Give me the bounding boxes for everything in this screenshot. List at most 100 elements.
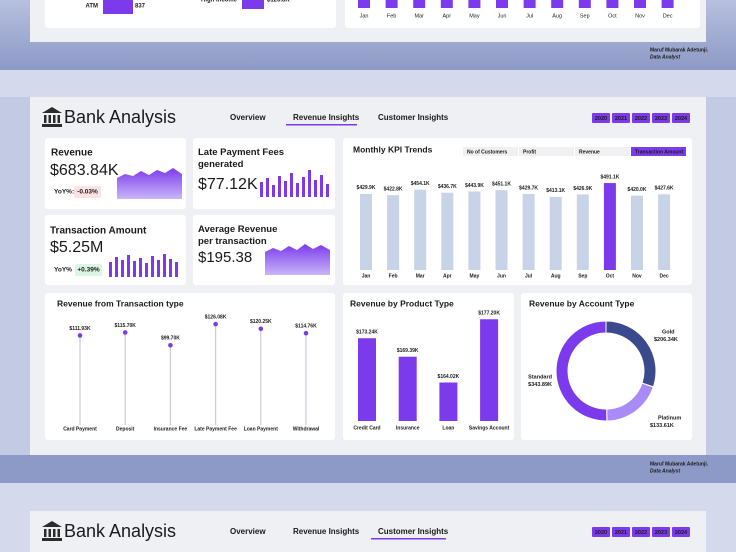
bar	[440, 0, 453, 8]
row-label: ATM	[85, 4, 98, 10]
nav-tab[interactable]: Overview	[230, 527, 266, 536]
x-tick-label: Jul	[525, 273, 533, 279]
x-tick-label: Credit Card	[353, 425, 380, 431]
dot	[77, 333, 83, 338]
month-label: Jan	[360, 13, 369, 19]
x-tick-label: Insurance Fee	[154, 426, 188, 432]
month-label: Aug	[552, 13, 562, 19]
year-label: 2024	[675, 116, 688, 122]
year-button[interactable]	[632, 527, 650, 537]
icon-base	[42, 124, 62, 127]
data-label: $206.34K	[654, 337, 678, 343]
badge	[74, 186, 101, 198]
year-button[interactable]	[612, 113, 630, 123]
donut-segment	[555, 320, 608, 422]
bar	[496, 0, 508, 8]
bar	[439, 382, 458, 421]
data-label: $99.70K	[161, 336, 180, 342]
data-label: $169.39K	[397, 348, 419, 354]
kpi-title: Transaction Amount	[50, 226, 147, 237]
year-label: 2024	[675, 530, 688, 536]
year-label: 2022	[635, 530, 647, 536]
card	[345, 0, 700, 28]
icon-pillar	[44, 115, 47, 123]
icon-pillar	[53, 115, 56, 123]
data-label: $120.25K	[250, 319, 272, 325]
nav-tab[interactable]: Overview	[230, 113, 266, 122]
kpi-title-text: Late Payment Fees generated	[198, 147, 285, 170]
month-label: Nov	[635, 13, 645, 19]
data-label: $491.1K	[600, 174, 619, 180]
icon-pillar	[44, 529, 47, 537]
bar	[631, 195, 643, 270]
card-title: Revenue from Transaction type	[57, 298, 184, 308]
author: Maruf Mubarak Adetunji.	[650, 47, 709, 53]
year-button[interactable]	[672, 113, 690, 123]
bar	[360, 193, 372, 270]
year-label: 2021	[615, 116, 627, 122]
x-tick-label: Jun	[497, 273, 506, 279]
row-value: 837	[135, 4, 146, 10]
nav-tab[interactable]: Revenue Insights	[293, 527, 360, 536]
bar	[413, 0, 426, 8]
kpi-value: $195.38	[198, 249, 252, 266]
card	[45, 293, 335, 440]
month-label: Mar	[414, 13, 424, 19]
year-button[interactable]	[652, 113, 670, 123]
bar	[606, 0, 619, 8]
toggle-label[interactable]: Revenue	[579, 149, 600, 155]
author: Maruf Mubarak Adetunji.	[650, 461, 709, 467]
data-label: $443.9K	[465, 183, 484, 189]
toggle-label[interactable]: Profit	[523, 149, 536, 155]
x-tick-label: Feb	[389, 273, 398, 279]
year-button[interactable]	[612, 527, 630, 537]
nav-tab[interactable]: Customer Insights	[378, 527, 449, 536]
nav-tab[interactable]: Revenue Insights	[293, 113, 360, 122]
data-label: $111.93K	[69, 326, 91, 332]
yoy-value: -0.03%	[77, 189, 98, 196]
x-tick-label: Savings Account	[469, 425, 510, 431]
icon-pillar	[57, 529, 60, 537]
card-title: Revenue by Account Type	[529, 298, 635, 308]
sparkline	[265, 244, 330, 275]
bar	[523, 0, 536, 8]
yoy-label: YoY%	[54, 267, 72, 274]
x-tick-label: Card Payment	[63, 426, 97, 432]
dot	[168, 342, 173, 348]
month-label: Jun	[498, 13, 507, 19]
year-button[interactable]	[652, 527, 670, 537]
toggle[interactable]	[575, 147, 630, 156]
toggle[interactable]	[631, 147, 686, 156]
x-tick-label: Oct	[606, 273, 615, 279]
bank-icon	[42, 521, 62, 541]
data-label: $454.1K	[411, 181, 430, 187]
toggle[interactable]	[519, 147, 574, 156]
dot	[258, 326, 264, 332]
month-label: Dec	[663, 13, 673, 19]
toggle-label[interactable]: Transaction Amount	[635, 149, 683, 155]
nav-tab[interactable]: Customer Insights	[378, 113, 449, 122]
year-label: 2023	[655, 116, 667, 122]
data-label: $436.7K	[438, 184, 457, 190]
bar	[358, 0, 370, 8]
month-label: Feb	[387, 13, 396, 19]
month-label: Oct	[608, 13, 617, 19]
year-label: 2021	[615, 530, 627, 536]
year-button[interactable]	[592, 113, 610, 123]
kpi-title: Revenue	[51, 148, 93, 159]
band	[0, 455, 736, 483]
year-button[interactable]	[592, 527, 610, 537]
bar	[242, 0, 264, 9]
toggle-label[interactable]: No of Customers	[467, 149, 508, 155]
x-tick-label: Dec	[660, 273, 669, 279]
bar	[414, 189, 427, 270]
badge	[75, 264, 102, 276]
data-label: $422.8K	[384, 186, 403, 192]
year-button[interactable]	[672, 527, 690, 537]
kpi-value: $77.12K	[198, 176, 258, 193]
role: Data Analyst	[650, 54, 680, 60]
icon-roof	[42, 107, 62, 113]
data-label: $343.89K	[528, 382, 552, 388]
toggle[interactable]	[463, 147, 518, 156]
year-button[interactable]	[632, 113, 650, 123]
